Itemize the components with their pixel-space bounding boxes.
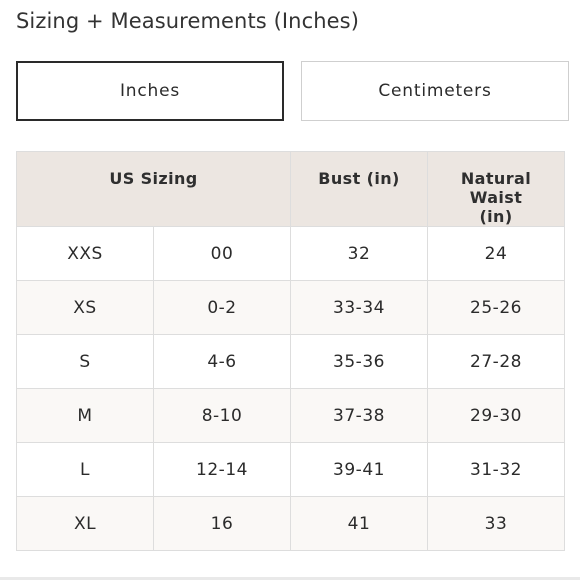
- table-row: XXS 00 32 24: [16, 226, 565, 281]
- size-numeric-cell: 00: [153, 226, 291, 281]
- waist-cell: 27-28: [427, 334, 565, 389]
- bust-cell: 39-41: [290, 442, 428, 497]
- size-letter-cell: XS: [16, 280, 154, 335]
- size-chart-table: US Sizing Bust (in) Natural Waist (in) X…: [16, 151, 565, 551]
- bust-cell: 32: [290, 226, 428, 281]
- waist-cell: 24: [427, 226, 565, 281]
- size-numeric-cell: 16: [153, 496, 291, 551]
- waist-cell: 33: [427, 496, 565, 551]
- size-letter-cell: M: [16, 388, 154, 443]
- waist-cell: 25-26: [427, 280, 565, 335]
- table-row: XS 0-2 33-34 25-26: [16, 280, 565, 335]
- waist-cell: 31-32: [427, 442, 565, 497]
- waist-cell: 29-30: [427, 388, 565, 443]
- bust-cell: 37-38: [290, 388, 428, 443]
- bust-cell: 41: [290, 496, 428, 551]
- inches-toggle-label: Inches: [119, 81, 181, 101]
- header-us-sizing: US Sizing: [16, 151, 291, 227]
- size-letter-cell: L: [16, 442, 154, 497]
- table-row: M 8-10 37-38 29-30: [16, 388, 565, 443]
- size-letter-cell: XXS: [16, 226, 154, 281]
- table-header-row: US Sizing Bust (in) Natural Waist (in): [16, 151, 565, 227]
- centimeters-toggle-label: Centimeters: [378, 81, 492, 101]
- bust-cell: 33-34: [290, 280, 428, 335]
- bust-cell: 35-36: [290, 334, 428, 389]
- centimeters-toggle-button[interactable]: Centimeters: [301, 61, 569, 121]
- size-letter-cell: XL: [16, 496, 154, 551]
- size-letter-cell: S: [16, 334, 154, 389]
- table-row: S 4-6 35-36 27-28: [16, 334, 565, 389]
- header-natural-waist-label: Natural Waist (in): [460, 169, 532, 226]
- header-natural-waist: Natural Waist (in): [427, 151, 565, 227]
- table-row: XL 16 41 33: [16, 496, 565, 551]
- table-row: L 12-14 39-41 31-32: [16, 442, 565, 497]
- size-numeric-cell: 8-10: [153, 388, 291, 443]
- size-numeric-cell: 4-6: [153, 334, 291, 389]
- size-numeric-cell: 0-2: [153, 280, 291, 335]
- header-bust: Bust (in): [290, 151, 428, 227]
- inches-toggle-button[interactable]: Inches: [16, 61, 284, 121]
- page-title: Sizing + Measurements (Inches): [16, 9, 359, 33]
- bottom-divider: [0, 577, 580, 580]
- size-numeric-cell: 12-14: [153, 442, 291, 497]
